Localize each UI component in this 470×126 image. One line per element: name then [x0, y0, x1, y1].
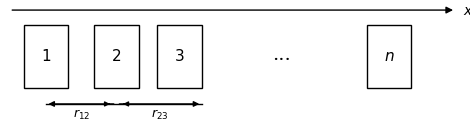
FancyBboxPatch shape: [367, 25, 411, 88]
FancyBboxPatch shape: [157, 25, 202, 88]
Text: n: n: [384, 49, 394, 64]
Text: $r_{23}$: $r_{23}$: [151, 108, 169, 122]
FancyBboxPatch shape: [24, 25, 68, 88]
Text: $x$: $x$: [463, 4, 470, 18]
Text: $r_{12}$: $r_{12}$: [73, 108, 90, 122]
Text: 2: 2: [111, 49, 121, 64]
FancyBboxPatch shape: [94, 25, 139, 88]
Text: ...: ...: [273, 46, 291, 64]
Text: 1: 1: [41, 49, 51, 64]
Text: 3: 3: [175, 49, 185, 64]
